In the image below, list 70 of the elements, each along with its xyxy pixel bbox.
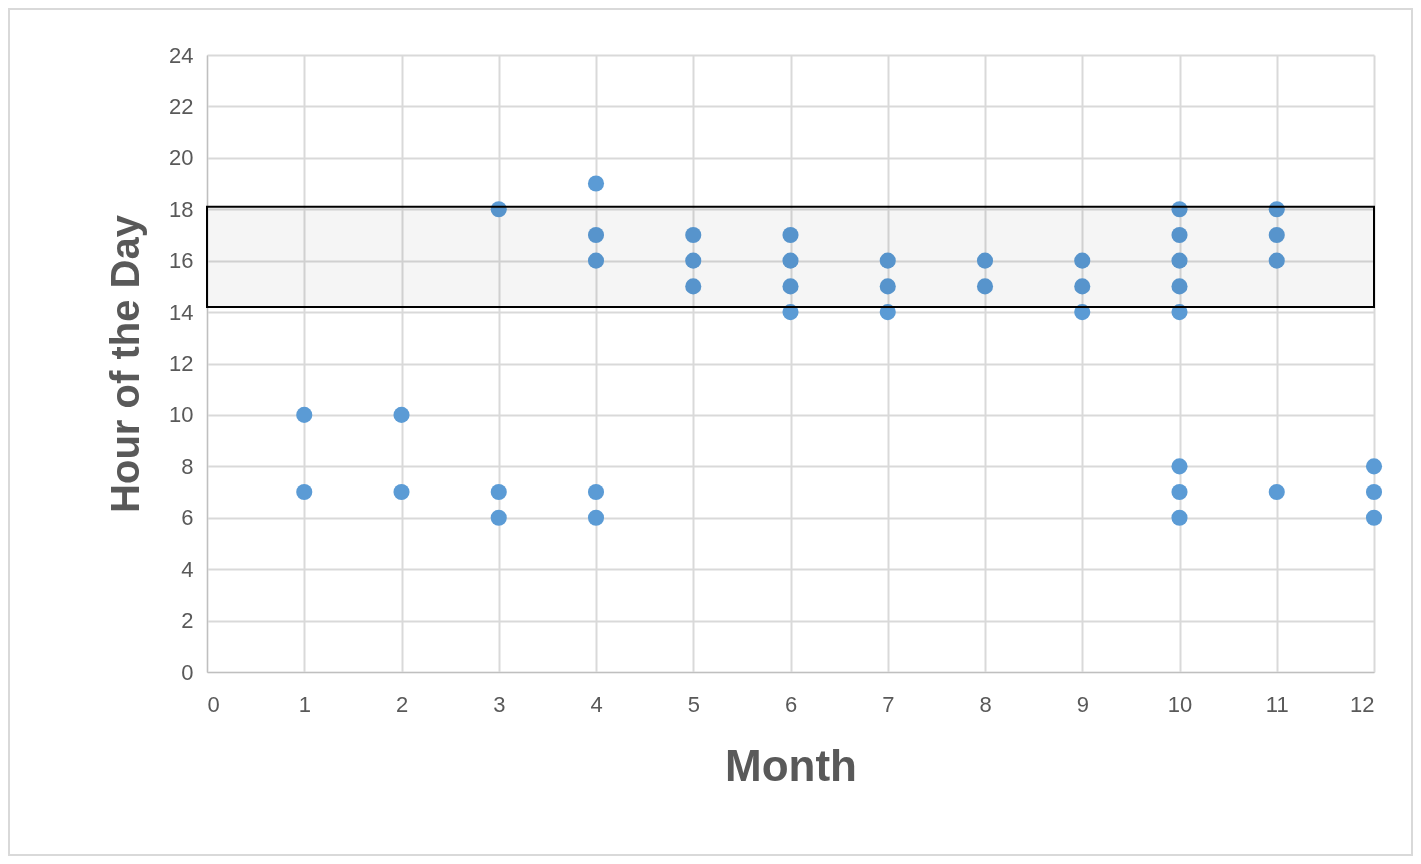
y-tick-label: 2 (181, 608, 194, 634)
point (1171, 304, 1188, 321)
y-tick-label: 10 (169, 402, 194, 428)
x-tick-label: 9 (1076, 691, 1089, 717)
point (685, 252, 702, 269)
point (1171, 252, 1188, 269)
point (1268, 484, 1285, 501)
point (879, 252, 896, 269)
point (1268, 252, 1285, 269)
point (587, 175, 605, 192)
point (1365, 509, 1383, 526)
x-tick-label: 5 (687, 691, 700, 717)
point (1171, 458, 1188, 475)
x-axis-title: Month (725, 740, 857, 790)
x-tick-label: 8 (979, 691, 992, 717)
point (1268, 201, 1285, 218)
x-tick-label: 2 (395, 691, 409, 717)
point (587, 509, 605, 526)
point (1365, 458, 1383, 475)
point (1171, 201, 1188, 218)
point (782, 226, 799, 243)
y-tick-label: 24 (169, 42, 194, 68)
x-tick-label: 7 (882, 691, 895, 717)
x-tick-label: 10 (1167, 691, 1193, 717)
y-tick-label: 8 (181, 453, 194, 479)
point (1074, 304, 1091, 321)
point (1171, 226, 1188, 243)
point (490, 484, 507, 501)
y-tick-label: 20 (169, 145, 194, 171)
point (1074, 252, 1091, 269)
point (1365, 484, 1383, 501)
point (879, 278, 896, 295)
point (782, 278, 799, 295)
y-tick-label: 14 (169, 299, 194, 325)
y-tick-label: 22 (169, 93, 194, 119)
point (587, 484, 605, 501)
point (1074, 278, 1091, 295)
point (782, 304, 799, 321)
y-tick-label: 6 (181, 505, 194, 531)
point (393, 484, 410, 501)
point (587, 226, 605, 243)
point (976, 252, 994, 269)
y-tick-label: 12 (169, 351, 194, 376)
point (1268, 226, 1285, 243)
point (1171, 509, 1188, 526)
x-tick-label: 11 (1265, 691, 1289, 717)
x-tick-label: 1 (298, 691, 311, 717)
x-tick-label: 6 (784, 691, 798, 717)
point (976, 278, 994, 295)
point (296, 484, 313, 501)
x-tick-label: 12 (1350, 691, 1375, 717)
y-tick-label: 4 (181, 556, 194, 582)
y-tick-label: 0 (181, 659, 194, 685)
point (782, 252, 799, 269)
point (587, 252, 605, 269)
point (490, 509, 507, 526)
y-axis-title: Hour of the Day (103, 214, 148, 513)
x-tick-label: 4 (590, 691, 603, 717)
point (685, 278, 702, 295)
point (685, 226, 702, 243)
y-tick-label: 18 (169, 196, 194, 222)
point (296, 406, 313, 423)
y-tick-label: 16 (169, 248, 194, 274)
point (490, 201, 507, 218)
x-tick-label: 0 (207, 691, 220, 717)
x-tick-label: 3 (493, 691, 506, 717)
point (879, 304, 896, 321)
point (1171, 484, 1188, 501)
point (1171, 278, 1188, 295)
point (393, 406, 410, 423)
